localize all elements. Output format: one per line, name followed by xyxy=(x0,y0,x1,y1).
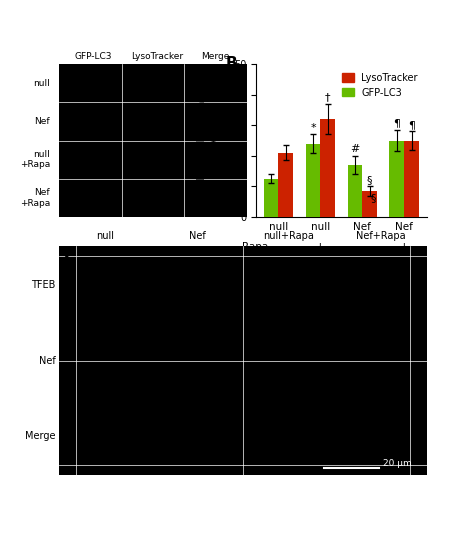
Text: #: # xyxy=(350,144,360,154)
Text: LysoTracker: LysoTracker xyxy=(131,52,183,61)
Text: B: B xyxy=(225,57,237,72)
Bar xyxy=(362,191,377,217)
Text: null+Rapa: null+Rapa xyxy=(264,231,314,241)
Text: Merge: Merge xyxy=(201,52,229,61)
Text: +: + xyxy=(316,241,325,252)
Text: Nef: Nef xyxy=(39,356,55,365)
Text: Rapa: Rapa xyxy=(242,241,268,252)
Text: C: C xyxy=(63,248,74,263)
Text: Merge: Merge xyxy=(25,431,55,441)
Text: GFP-LC3: GFP-LC3 xyxy=(74,52,112,61)
Text: Nef: Nef xyxy=(34,117,50,126)
Text: *: * xyxy=(310,123,316,133)
Text: null: null xyxy=(96,231,114,241)
Bar xyxy=(278,153,293,217)
Text: null
+Rapa: null +Rapa xyxy=(19,150,50,169)
Text: ¶: ¶ xyxy=(408,120,415,130)
Text: null: null xyxy=(33,78,50,88)
Text: Nef: Nef xyxy=(189,231,205,241)
Text: †: † xyxy=(325,92,330,103)
Text: ¶: ¶ xyxy=(393,119,401,128)
Legend: LysoTracker, GFP-LC3: LysoTracker, GFP-LC3 xyxy=(338,69,422,101)
Text: -: - xyxy=(360,241,364,252)
Y-axis label: GFP-LC3 and LysoTracker
positive/cell: GFP-LC3 and LysoTracker positive/cell xyxy=(197,80,219,201)
Bar xyxy=(404,140,419,217)
Text: §: § xyxy=(367,175,372,185)
Text: Nef+Rapa: Nef+Rapa xyxy=(356,231,405,241)
Bar xyxy=(264,179,278,217)
Bar xyxy=(320,119,335,217)
Text: §: § xyxy=(370,193,376,202)
Bar xyxy=(306,144,320,217)
Text: A: A xyxy=(63,69,75,84)
Bar xyxy=(390,140,404,217)
Text: TFEB: TFEB xyxy=(31,280,55,290)
Text: +: + xyxy=(400,241,409,252)
Text: -: - xyxy=(276,241,280,252)
Bar xyxy=(347,165,362,217)
Text: 20 μm: 20 μm xyxy=(383,459,411,468)
Text: Nef
+Rapa: Nef +Rapa xyxy=(19,189,50,208)
